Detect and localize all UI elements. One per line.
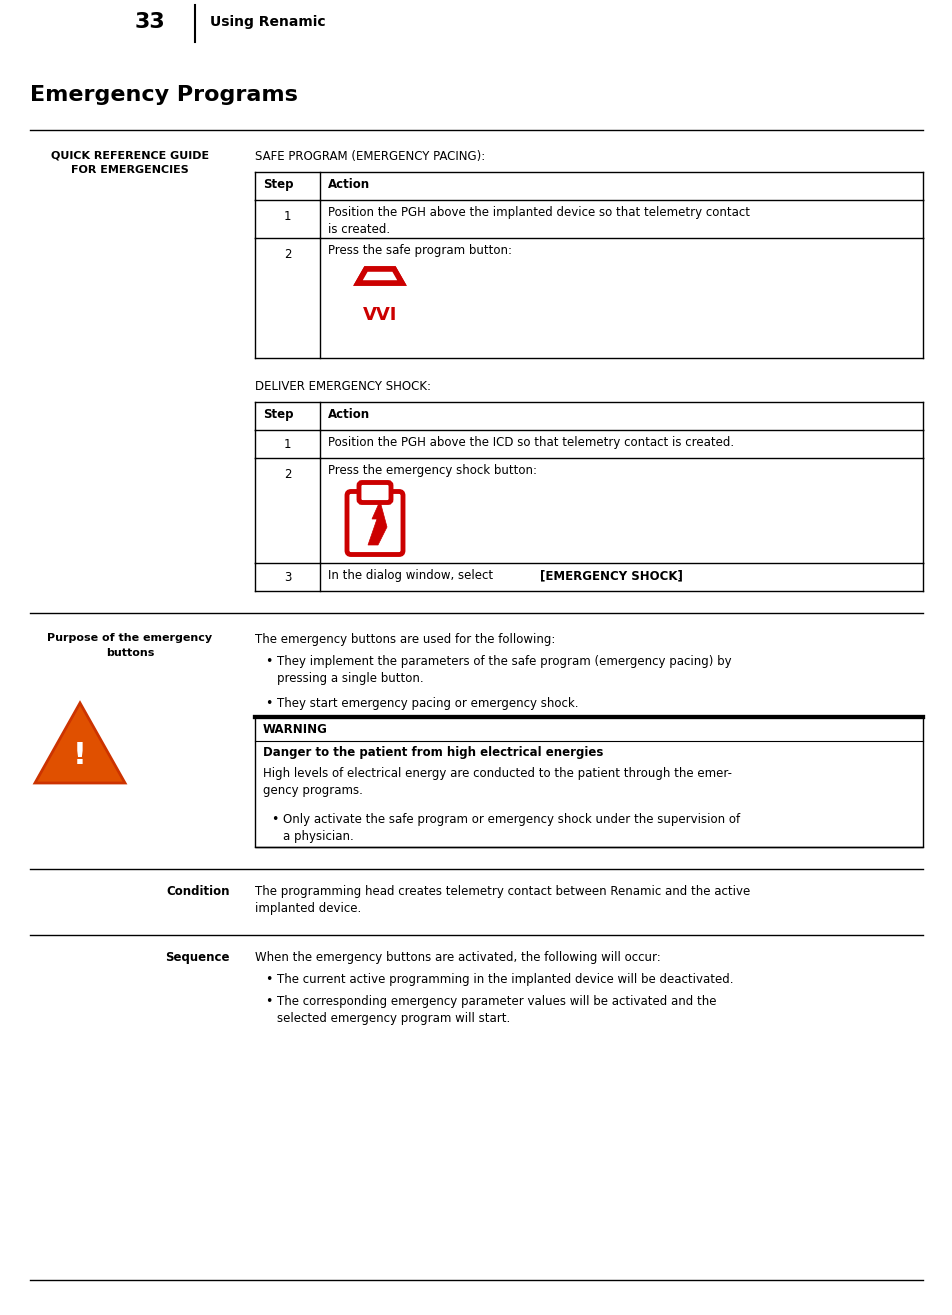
Text: •: • [265, 995, 272, 1009]
Text: Position the PGH above the implanted device so that telemetry contact
is created: Position the PGH above the implanted dev… [327, 206, 749, 235]
Text: Only activate the safe program or emergency shock under the supervision of
a phy: Only activate the safe program or emerge… [283, 813, 740, 843]
Text: QUICK REFERENCE GUIDE
FOR EMERGENCIES: QUICK REFERENCE GUIDE FOR EMERGENCIES [50, 150, 208, 175]
Text: Danger to the patient from high electrical energies: Danger to the patient from high electric… [263, 746, 603, 759]
Text: !: ! [73, 740, 87, 769]
Text: 1: 1 [284, 438, 291, 451]
Text: •: • [270, 813, 278, 826]
Text: DELIVER EMERGENCY SHOCK:: DELIVER EMERGENCY SHOCK: [255, 380, 430, 393]
Text: 1: 1 [284, 210, 291, 224]
Text: •: • [265, 697, 272, 710]
Text: In the dialog window, select: In the dialog window, select [327, 569, 496, 583]
Text: 33: 33 [134, 12, 166, 32]
Text: High levels of electrical energy are conducted to the patient through the emer-
: High levels of electrical energy are con… [263, 767, 731, 797]
Text: Emergency Programs: Emergency Programs [30, 85, 298, 105]
Text: Press the emergency shock button:: Press the emergency shock button: [327, 464, 536, 477]
Text: .: . [677, 569, 681, 583]
Text: •: • [265, 973, 272, 986]
Text: Condition: Condition [167, 885, 229, 898]
Text: Action: Action [327, 178, 369, 191]
FancyBboxPatch shape [347, 492, 403, 555]
Bar [255, 717, 922, 847]
Text: SAFE PROGRAM (EMERGENCY PACING):: SAFE PROGRAM (EMERGENCY PACING): [255, 150, 485, 163]
Text: Purpose of the emergency
buttons: Purpose of the emergency buttons [48, 633, 212, 658]
Text: [EMERGENCY SHOCK]: [EMERGENCY SHOCK] [540, 569, 683, 583]
FancyBboxPatch shape [359, 483, 390, 502]
Text: •: • [265, 655, 272, 668]
Text: The current active programming in the implanted device will be deactivated.: The current active programming in the im… [277, 973, 733, 986]
Text: They implement the parameters of the safe program (emergency pacing) by
pressing: They implement the parameters of the saf… [277, 655, 731, 685]
Polygon shape [367, 501, 387, 544]
Bar [362, 492, 387, 504]
Text: 2: 2 [284, 468, 291, 481]
Bar [358, 267, 402, 285]
Text: Step: Step [263, 408, 293, 421]
Text: The programming head creates telemetry contact between Renamic and the active
im: The programming head creates telemetry c… [255, 885, 749, 915]
Text: When the emergency buttons are activated, the following will occur:: When the emergency buttons are activated… [255, 951, 660, 964]
Text: Position the PGH above the ICD so that telemetry contact is created.: Position the PGH above the ICD so that t… [327, 437, 733, 448]
Text: Sequence: Sequence [166, 951, 229, 964]
Text: The emergency buttons are used for the following:: The emergency buttons are used for the f… [255, 633, 555, 646]
Text: 2: 2 [284, 249, 291, 260]
Text: VVI: VVI [363, 306, 397, 323]
Text: 3: 3 [284, 571, 291, 584]
Text: The corresponding emergency parameter values will be activated and the
selected : The corresponding emergency parameter va… [277, 995, 716, 1024]
Text: WARNING: WARNING [263, 723, 327, 736]
Text: Step: Step [263, 178, 293, 191]
Polygon shape [35, 704, 125, 782]
Text: Action: Action [327, 408, 369, 421]
Text: Press the safe program button:: Press the safe program button: [327, 245, 511, 256]
Text: Using Renamic: Using Renamic [209, 14, 326, 29]
Polygon shape [358, 270, 402, 283]
Text: They start emergency pacing or emergency shock.: They start emergency pacing or emergency… [277, 697, 578, 710]
Polygon shape [358, 270, 402, 283]
